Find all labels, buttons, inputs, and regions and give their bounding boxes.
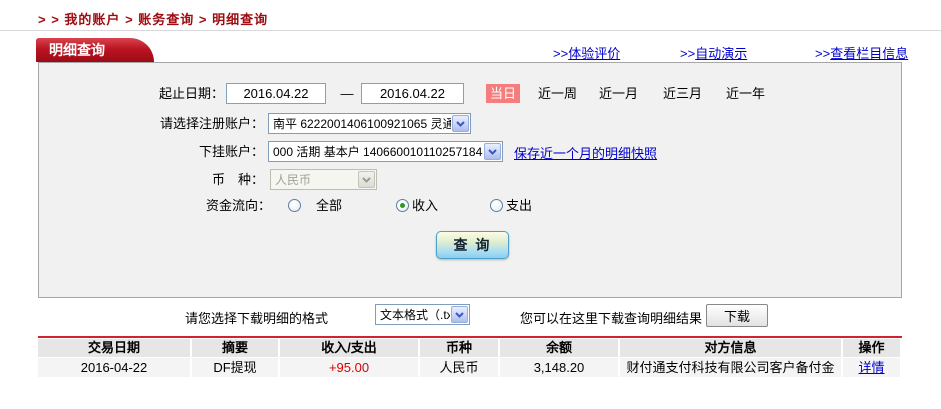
detail-link[interactable]: 详情 <box>858 360 885 375</box>
results-table: 交易日期 摘要 收入/支出 币种 余额 对方信息 操作 2016-04-22 D… <box>38 339 902 378</box>
cell-currency: 人民币 <box>420 358 500 377</box>
download-format-label: 请您选择下载明细的格式 <box>185 311 329 326</box>
download-hint-text: 您可以在这里下载查询明细结果 <box>520 311 703 326</box>
registered-account-value: 南平 6222001406100921065 灵通卡 <box>273 117 451 131</box>
registered-account-select[interactable]: 南平 6222001406100921065 灵通卡 <box>268 113 471 134</box>
link-prefix: >> <box>815 46 831 61</box>
table-header-row: 交易日期 摘要 收入/支出 币种 余额 对方信息 操作 <box>38 339 902 357</box>
header-counterparty: 对方信息 <box>620 339 843 357</box>
sub-account-value: 000 活期 基本户 1406600101102571848 <box>273 145 483 159</box>
query-form-panel: 起止日期： 2016.04.22 — 2016.04.22 当日 近一周 近一月… <box>38 62 902 298</box>
link-label: 查看栏目信息 <box>830 46 909 61</box>
quick-range-week[interactable]: 近一周 <box>538 86 578 101</box>
cell-summary: DF提现 <box>192 358 280 377</box>
radio-expense-label[interactable]: 支出 <box>506 198 533 213</box>
chevron-down-icon[interactable] <box>484 143 501 160</box>
table-top-border <box>38 336 902 338</box>
chevron-down-icon[interactable] <box>451 306 468 323</box>
breadcrumb-separator: > <box>125 12 134 27</box>
link-label: 体验评价 <box>568 46 621 61</box>
radio-all-label[interactable]: 全部 <box>316 198 343 213</box>
currency-value: 人民币 <box>275 173 312 187</box>
auto-demo-link[interactable]: >>自动演示 <box>680 43 747 62</box>
radio-dot-icon <box>400 203 405 208</box>
breadcrumb-separator: > <box>198 12 208 27</box>
download-format-select[interactable]: 文本格式（.txt） <box>375 304 470 325</box>
cell-trade-date: 2016-04-22 <box>38 358 192 377</box>
link-prefix: >> <box>553 46 569 61</box>
header-action: 操作 <box>843 339 900 357</box>
breadcrumb-divider <box>0 30 941 31</box>
date-range-label: 起止日期： <box>158 86 224 101</box>
registered-account-label: 请选择注册账户： <box>159 116 264 131</box>
link-prefix: >> <box>680 46 696 61</box>
cell-balance: 3,148.20 <box>500 358 620 377</box>
breadcrumb-prefix: > > <box>38 12 60 27</box>
breadcrumb: > > 我的账户 > 账务查询 > 明细查询 <box>38 9 268 28</box>
breadcrumb-item-account-query[interactable]: 账务查询 <box>138 12 195 27</box>
chevron-down-icon <box>358 171 375 188</box>
link-label: 自动演示 <box>695 46 748 61</box>
download-button[interactable]: 下载 <box>706 304 768 327</box>
chevron-down-icon[interactable] <box>452 115 469 132</box>
header-balance: 余额 <box>500 339 620 357</box>
header-currency: 币种 <box>420 339 500 357</box>
header-summary: 摘要 <box>192 339 280 357</box>
cell-counterparty: 财付通支付科技有限公司客户备付金 <box>620 358 843 377</box>
quick-range-quarter[interactable]: 近三月 <box>663 86 703 101</box>
currency-label: 币 种： <box>211 172 264 187</box>
sub-account-label: 下挂账户： <box>198 144 264 159</box>
quick-range-month[interactable]: 近一月 <box>599 86 639 101</box>
quick-range-today[interactable]: 当日 <box>486 84 521 103</box>
view-column-info-link[interactable]: >>查看栏目信息 <box>815 43 908 62</box>
panel-tab-title: 明细查询 <box>36 38 154 62</box>
save-monthly-snapshot-link[interactable]: 保存近一个月的明细快照 <box>514 146 658 161</box>
radio-all[interactable] <box>288 199 301 212</box>
end-date-input[interactable]: 2016.04.22 <box>361 83 464 104</box>
query-button[interactable]: 查 询 <box>436 231 509 259</box>
start-date-input[interactable]: 2016.04.22 <box>226 83 326 104</box>
radio-income-label[interactable]: 收入 <box>412 198 439 213</box>
radio-expense[interactable] <box>490 199 503 212</box>
quick-range-year[interactable]: 近一年 <box>726 86 766 101</box>
detail-link-cell: 详情 <box>843 358 900 377</box>
cell-amount: +95.00 <box>280 358 420 377</box>
header-trade-date: 交易日期 <box>38 339 192 357</box>
table-row: 2016-04-22 DF提现 +95.00 人民币 3,148.20 财付通支… <box>38 358 902 377</box>
experience-review-link[interactable]: >>体验评价 <box>553 43 620 62</box>
download-format-value: 文本格式（.txt） <box>380 308 450 322</box>
radio-income[interactable] <box>396 199 409 212</box>
header-income-expense: 收入/支出 <box>280 339 420 357</box>
sub-account-select[interactable]: 000 活期 基本户 1406600101102571848 <box>268 141 503 162</box>
breadcrumb-item-detail-query[interactable]: 明细查询 <box>212 12 269 27</box>
fund-flow-label: 资金流向： <box>205 198 271 213</box>
breadcrumb-item-my-account[interactable]: 我的账户 <box>64 12 121 27</box>
currency-select: 人民币 <box>270 169 377 190</box>
date-dash: — <box>340 86 354 101</box>
